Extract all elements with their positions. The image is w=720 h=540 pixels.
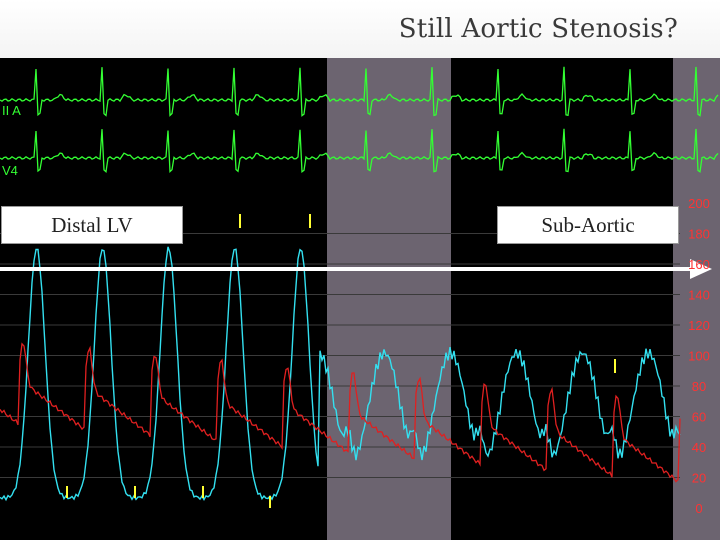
scale-label-60: 60	[692, 410, 706, 425]
hemodynamic-monitor: II A V4 200 180 160 140 120 100 80 60 40 20 0 Dist…	[0, 58, 720, 540]
lv-pressure-trace	[0, 246, 681, 502]
aortic-pressure-path	[0, 342, 681, 483]
slide-title-bar: Still Aortic Stenosis?	[0, 0, 720, 59]
scale-label-80: 80	[692, 379, 706, 394]
lead-label-1: II A	[2, 103, 21, 118]
slide-title: Still Aortic Stenosis?	[398, 14, 678, 44]
pullback-arrow-head	[690, 259, 712, 279]
scale-label-180: 180	[688, 227, 710, 242]
ecg-trace-1	[0, 66, 719, 117]
scale-label-140: 140	[688, 288, 710, 303]
distal-lv-label: Distal LV	[1, 206, 183, 244]
ecg-path	[0, 66, 719, 117]
scale-label-40: 40	[692, 440, 706, 455]
aortic-pressure-trace	[0, 342, 681, 483]
sub-aortic-label: Sub-Aortic	[497, 206, 679, 244]
ecg-trace-2	[0, 128, 719, 174]
scale-label-120: 120	[688, 318, 710, 333]
ecg-path	[0, 128, 719, 174]
lv-pressure-path	[0, 246, 681, 502]
lead-label-2: V4	[2, 163, 18, 178]
scale-label-100: 100	[688, 349, 710, 364]
scale-label-0: 0	[695, 501, 702, 516]
scale-label-160: 160	[688, 257, 710, 272]
highlight-region-1	[327, 58, 451, 540]
scale-label-20: 20	[692, 471, 706, 486]
scale-label-200: 200	[688, 196, 710, 211]
